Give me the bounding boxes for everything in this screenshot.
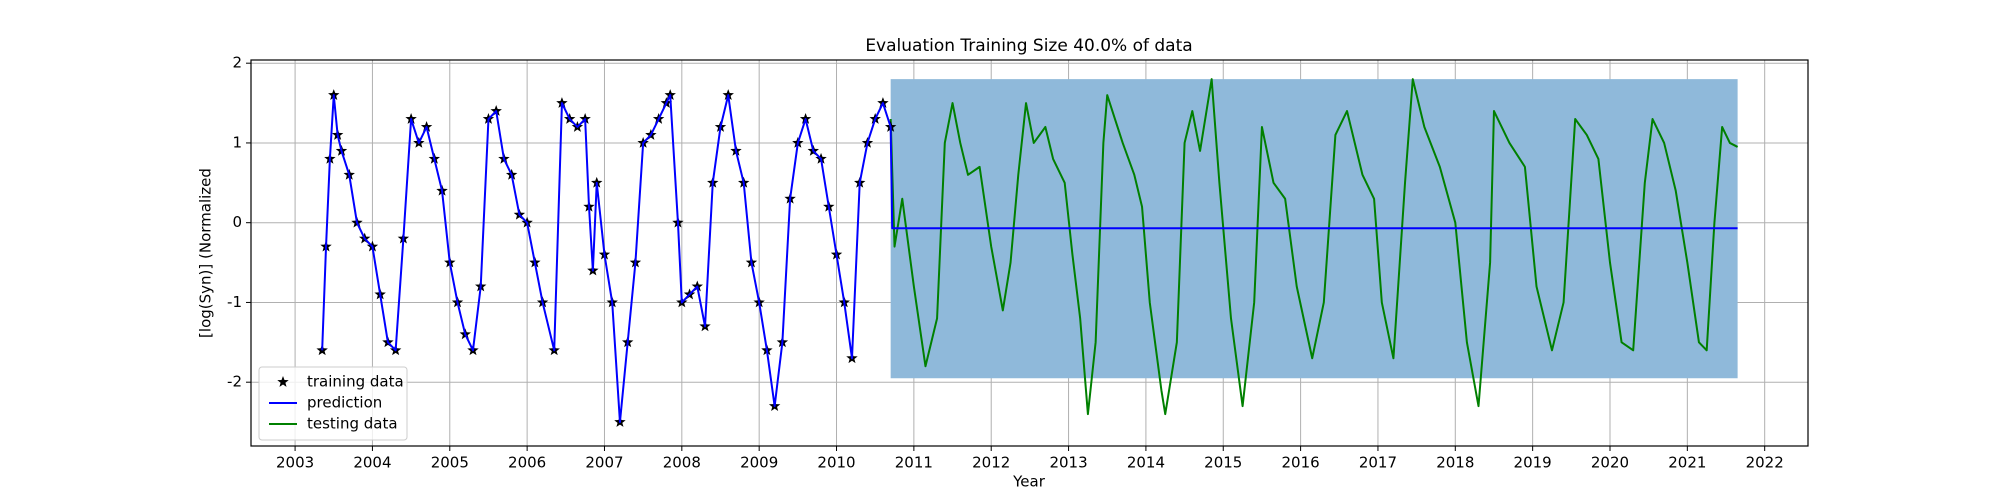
x-tick-label: 2003 [276, 454, 314, 472]
x-tick-label: 2019 [1514, 454, 1552, 472]
y-axis-label: [log(Syn)] (Normalized [197, 168, 215, 338]
x-tick-label: 2004 [353, 454, 391, 472]
legend-box [258, 366, 408, 441]
legend-label: training data [307, 373, 404, 391]
legend-label: testing data [307, 415, 398, 433]
x-tick-label: 2014 [1127, 454, 1165, 472]
x-tick-label: 2008 [663, 454, 701, 472]
x-tick-label: 2012 [972, 454, 1010, 472]
x-tick-label: 2005 [431, 454, 469, 472]
x-axis-label: Year [1012, 473, 1046, 491]
x-tick-label: 2015 [1204, 454, 1242, 472]
x-tick-label: 2011 [895, 454, 933, 472]
x-tick-label: 2013 [1049, 454, 1087, 472]
x-tick-label: 2020 [1591, 454, 1629, 472]
legend-label: prediction [307, 394, 382, 412]
x-tick-label: 2021 [1668, 454, 1706, 472]
y-tick-label: 1 [232, 133, 242, 151]
chart-title: Evaluation Training Size 40.0% of data [865, 36, 1192, 56]
x-tick-label: 2018 [1436, 454, 1474, 472]
x-tick-label: 2007 [585, 454, 623, 472]
x-tick-label: 2009 [740, 454, 778, 472]
y-tick-label: -1 [227, 293, 242, 311]
y-tick-label: 0 [232, 213, 242, 231]
x-tick-label: 2022 [1746, 454, 1784, 472]
series-line [321, 94, 1738, 424]
x-tick-label: 2017 [1359, 454, 1397, 472]
x-tick-label: 2006 [508, 454, 546, 472]
series-line [889, 78, 1739, 416]
legend-marker [277, 376, 289, 387]
plot-frame [250, 59, 1809, 447]
y-tick-label: 2 [232, 54, 242, 72]
x-tick-label: 2016 [1282, 454, 1320, 472]
x-tick-label: 2010 [817, 454, 855, 472]
y-tick-label: -2 [227, 373, 242, 391]
